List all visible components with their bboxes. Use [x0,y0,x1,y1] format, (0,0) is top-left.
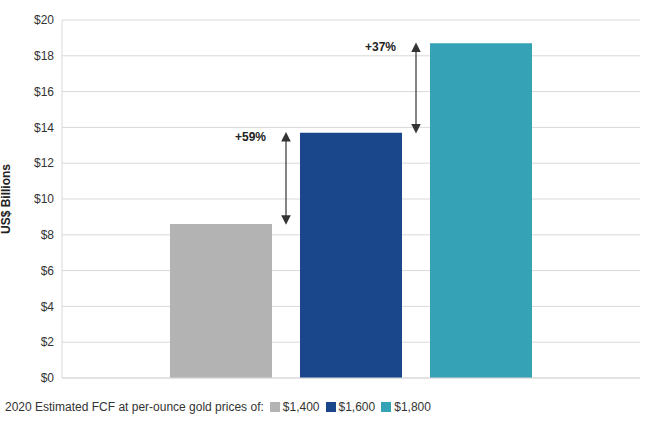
svg-text:$16: $16 [34,85,54,99]
svg-text:$12: $12 [34,156,54,170]
svg-text:$14: $14 [34,121,54,135]
svg-text:$6: $6 [41,264,55,278]
html-text:2020 Estimated FCF at per-ounc: 2020 Estimated FCF at per-ounce gold pri… [5,400,264,414]
html-text:$1,600: $1,600 [338,400,376,414]
svg-text:$8: $8 [41,228,55,242]
svg-text:$20: $20 [34,13,54,27]
svg-text:$4: $4 [41,300,55,314]
svg-text:+59%: +59% [235,130,266,144]
svg-text:$18: $18 [34,49,54,63]
svg-text:+37%: +37% [365,40,396,54]
html-text:$1,400: $1,400 [282,400,320,414]
svg-text:$10: $10 [34,192,54,206]
svg-text:$0: $0 [41,371,55,385]
svg-text:$2: $2 [41,335,55,349]
html-text:$1,800: $1,800 [394,400,431,414]
svg-text:US$ Billions: US$ Billions [8,164,13,234]
